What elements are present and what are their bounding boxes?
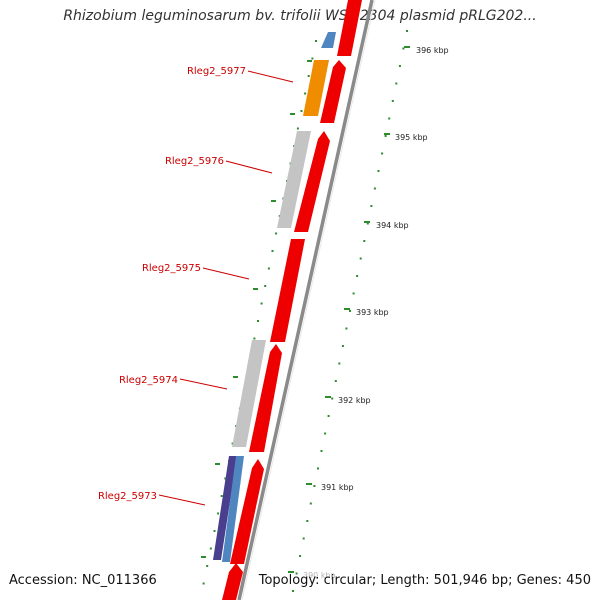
minor-tick <box>398 65 401 67</box>
minor-tick <box>366 222 369 225</box>
topology-text: Topology: circular; Length: 501,946 bp; … <box>258 573 591 588</box>
minor-tick <box>253 337 256 340</box>
minor-tick <box>311 57 314 60</box>
minor-tick <box>363 240 366 242</box>
map-title: Rhizobium leguminosarum bv. trifolii WSM… <box>63 8 537 24</box>
minor-tick <box>327 415 330 417</box>
minor-tick <box>349 310 351 312</box>
forward-genes <box>222 0 362 600</box>
gene-label-5977[interactable]: Rleg2_5977 <box>187 66 246 77</box>
gene-blue-bottom[interactable] <box>222 456 244 562</box>
minor-tick <box>317 467 319 470</box>
minor-tick <box>220 495 223 497</box>
gene-label-5975[interactable]: Rleg2_5975 <box>142 263 201 274</box>
minor-tick <box>260 302 263 305</box>
gene-label-5973[interactable]: Rleg2_5973 <box>98 491 157 502</box>
minor-tick <box>267 267 270 270</box>
gene-red-3[interactable] <box>294 131 330 232</box>
minor-tick <box>217 512 220 515</box>
minor-tick <box>313 485 316 487</box>
accession-text: Accession: NC_011366 <box>9 573 157 588</box>
kbp-label-395: 395 kbp <box>395 133 428 142</box>
minor-tick <box>395 82 398 85</box>
minor-tick <box>345 327 348 330</box>
kbp-labels: 396 kbp 395 kbp 394 kbp 393 kbp 392 kbp … <box>303 46 449 580</box>
minor-tick <box>315 40 317 42</box>
minor-tick <box>324 432 327 435</box>
minor-tick <box>406 30 408 32</box>
minor-tick <box>331 397 334 400</box>
minor-tick <box>264 285 267 287</box>
minor-tick <box>304 92 307 95</box>
minor-tick <box>295 572 298 575</box>
minor-tick <box>356 275 359 277</box>
minor-tick <box>206 565 209 567</box>
kbp-label-396: 396 kbp <box>416 46 449 55</box>
kbp-label-394: 394 kbp <box>376 221 409 230</box>
minor-tick <box>209 547 212 550</box>
gene-red-1[interactable] <box>337 0 362 56</box>
minor-tick <box>391 100 394 102</box>
minor-tick <box>307 75 310 77</box>
kbp-ticks <box>288 30 410 592</box>
gene-labels: Rleg2_5977 Rleg2_5976 Rleg2_5975 Rleg2_5… <box>98 66 294 506</box>
minor-tick <box>381 152 384 155</box>
gene-label-5974[interactable]: Rleg2_5974 <box>119 375 178 386</box>
gene-red-6[interactable] <box>230 459 264 564</box>
minor-tick <box>377 170 380 172</box>
minor-tick <box>300 110 303 112</box>
minor-tick <box>213 530 216 532</box>
minor-tick <box>384 135 387 137</box>
minor-tick <box>388 117 391 120</box>
minor-tick <box>320 450 323 452</box>
gene-gray-1[interactable] <box>277 131 311 228</box>
minor-tick <box>306 520 309 522</box>
kbp-label-391: 391 kbp <box>321 483 354 492</box>
gene-red-7[interactable] <box>222 563 243 600</box>
minor-tick <box>359 257 362 260</box>
minor-tick <box>334 380 337 382</box>
minor-tick <box>402 47 405 50</box>
kbp-label-392: 392 kbp <box>338 396 371 405</box>
minor-tick <box>373 187 376 190</box>
backbone <box>237 0 376 600</box>
minor-tick <box>338 362 341 365</box>
minor-tick <box>341 345 344 347</box>
kbp-label-393: 393 kbp <box>356 308 389 317</box>
minor-tick <box>224 477 227 480</box>
minor-tick <box>370 205 373 207</box>
minor-tick <box>299 555 302 557</box>
kbp-label-390: 390 kbp <box>303 571 336 580</box>
gene-orange[interactable] <box>303 60 329 116</box>
gene-gray-2[interactable] <box>232 340 266 447</box>
gene-label-5976[interactable]: Rleg2_5976 <box>165 156 224 167</box>
gene-red-4[interactable] <box>270 239 305 342</box>
gene-blue-top[interactable] <box>321 32 336 48</box>
minor-tick <box>231 442 234 445</box>
minor-tick <box>309 502 312 505</box>
minor-tick <box>302 537 305 540</box>
minor-tick <box>202 582 205 585</box>
minor-tick <box>257 320 259 322</box>
minor-tick <box>292 590 294 592</box>
gene-navy[interactable] <box>213 456 237 560</box>
minor-tick <box>275 232 278 235</box>
gene-red-2[interactable] <box>320 60 346 123</box>
gene-red-5[interactable] <box>249 344 282 452</box>
minor-tick <box>352 292 355 295</box>
minor-tick <box>296 127 299 130</box>
minor-tick <box>271 250 274 252</box>
reverse-genes <box>213 32 336 562</box>
